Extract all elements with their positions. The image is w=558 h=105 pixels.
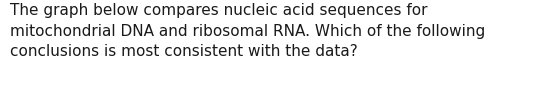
Text: The graph below compares nucleic acid sequences for
mitochondrial DNA and riboso: The graph below compares nucleic acid se… [10,3,485,59]
